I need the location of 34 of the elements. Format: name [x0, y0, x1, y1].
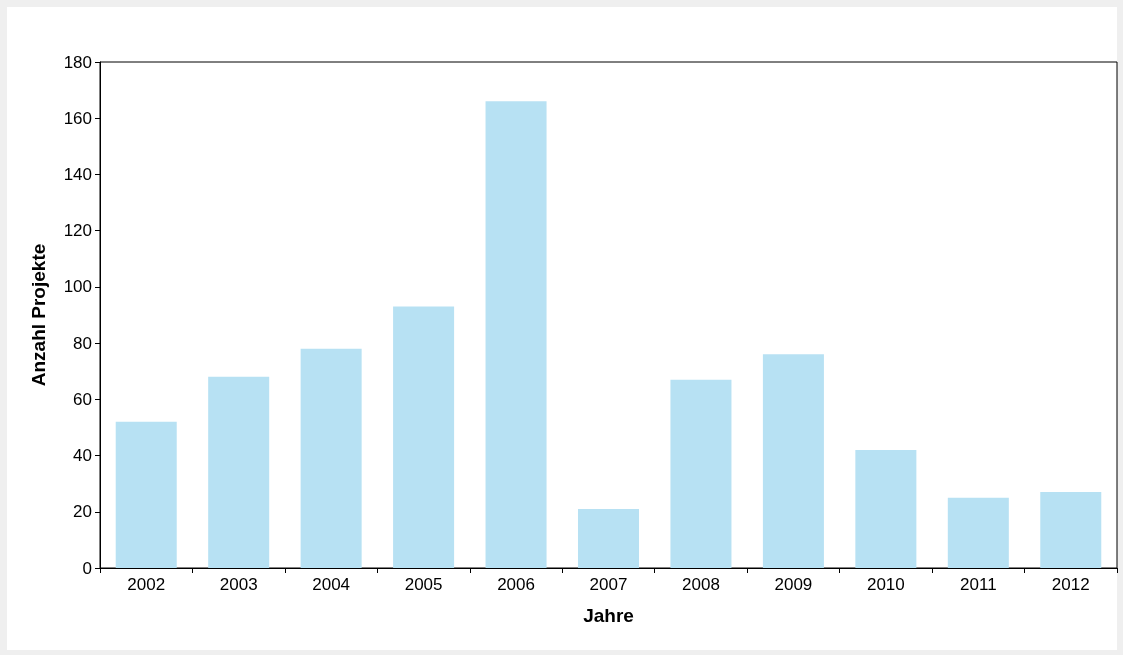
bar: [670, 379, 732, 568]
bar: [577, 508, 640, 568]
bar: [485, 101, 547, 568]
y-tick-label: 20: [73, 502, 92, 522]
bar: [947, 497, 1009, 568]
bar: [855, 449, 917, 568]
bar: [762, 354, 824, 568]
y-tick-label: 0: [82, 558, 92, 578]
x-tick-label: 2006: [497, 575, 535, 594]
x-tick-label: 2005: [404, 575, 443, 594]
y-tick-label: 140: [63, 164, 92, 184]
x-tick-label: 2003: [219, 575, 258, 594]
y-tick-label: 160: [63, 108, 92, 128]
x-tick-label: 2012: [1051, 575, 1090, 594]
y-axis-title: Anzahl Projekte: [28, 243, 49, 387]
y-tick-label: 40: [73, 446, 92, 466]
y-tick-label: 60: [73, 389, 92, 409]
x-tick-label: 2002: [127, 575, 166, 594]
x-tick-label: 2010: [866, 575, 905, 594]
bar: [1040, 492, 1102, 568]
x-tick-label: 2008: [682, 575, 720, 594]
y-tick-label: 180: [63, 52, 92, 72]
x-tick-label: 2011: [960, 575, 997, 594]
bar: [393, 306, 455, 568]
y-tick-label: 120: [63, 221, 92, 241]
x-tick-label: 2004: [312, 575, 351, 594]
y-tick-label: 80: [73, 333, 92, 353]
bar: [115, 421, 177, 568]
bar: [300, 348, 362, 568]
x-tick-label: 2009: [774, 575, 813, 594]
x-tick-label: 2007: [589, 575, 628, 594]
x-axis-title: Jahre: [583, 605, 634, 626]
y-tick-label: 100: [63, 277, 92, 297]
bar: [208, 376, 270, 568]
